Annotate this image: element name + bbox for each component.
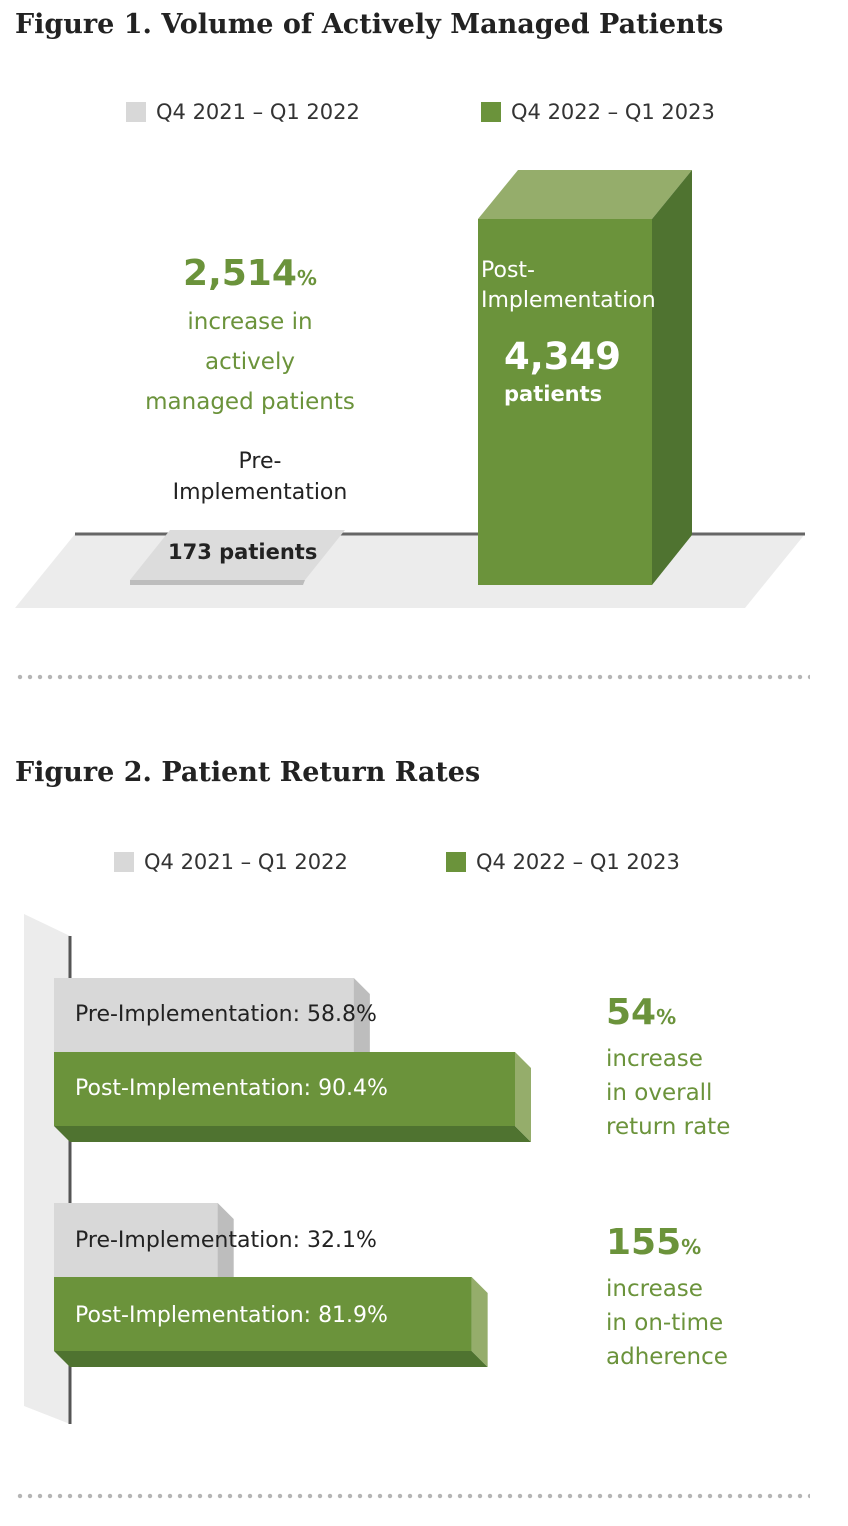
group2-callout-value: 155: [606, 1222, 682, 1263]
pre-label-line2: Implementation: [172, 480, 348, 505]
post-bar-value: 4,349 patients: [504, 334, 621, 408]
group1-callout: 54% increase in overall return rate: [606, 990, 730, 1144]
pre-bar-front: [130, 580, 305, 585]
group1-pre-label: Pre-Implementation: 58.8%: [75, 1002, 377, 1027]
group2-callout-unit: %: [681, 1235, 702, 1259]
pre-bar-top: [130, 530, 345, 580]
group2-callout-line2: in on-time: [606, 1310, 724, 1336]
post-bar-2: [54, 1277, 472, 1351]
post-label-line2: Implementation: [481, 288, 656, 313]
figure1-callout-line2: managed patients: [145, 389, 355, 415]
section-divider-1: [15, 674, 810, 680]
group1-callout-line2: in overall: [606, 1080, 713, 1106]
pre-bar-1: [54, 978, 354, 1054]
legend-swatch-pre: [126, 102, 146, 122]
figure1-callout-unit: %: [296, 266, 317, 290]
group1-post-label: Post-Implementation: 90.4%: [75, 1076, 388, 1101]
figure1-callout-line1: increase in actively: [187, 309, 313, 375]
post-bar-side: [652, 170, 692, 585]
post-bar-value-unit: patients: [504, 382, 603, 406]
legend-label-post: Q4 2022 – Q1 2023: [476, 850, 680, 874]
legend-label-pre: Q4 2021 – Q1 2022: [156, 100, 360, 124]
figure2-chart: [24, 914, 531, 1424]
figure1-callout-value: 2,514: [183, 253, 297, 294]
pre-bar-2: [54, 1203, 218, 1279]
section-divider-2: [15, 1493, 810, 1499]
group1-callout-unit: %: [656, 1005, 677, 1029]
post-bar-bottom-1: [54, 1126, 531, 1142]
figure1-floor: [15, 534, 805, 608]
post-bar-front: [478, 219, 652, 585]
group1-callout-value: 54: [606, 992, 657, 1033]
post-bar-top: [478, 170, 692, 219]
group2-callout-line1: increase: [606, 1276, 703, 1302]
group2-callout: 155% increase in on-time adherence: [606, 1220, 728, 1374]
legend-label-pre: Q4 2021 – Q1 2022: [144, 850, 348, 874]
group1-callout-line3: return rate: [606, 1114, 731, 1140]
post-implementation-label: Post- Implementation: [481, 256, 656, 316]
group2-callout-line3: adherence: [606, 1344, 728, 1370]
figure2-legend-pre: Q4 2021 – Q1 2022: [114, 850, 348, 874]
pre-bar-value: 173 patients: [168, 540, 318, 564]
figure1-title: Figure 1. Volume of Actively Managed Pat…: [15, 9, 724, 40]
post-bar-bottom-2: [54, 1351, 488, 1367]
pre-implementation-label: Pre- Implementation: [150, 446, 370, 508]
pre-label-line1: Pre-: [238, 449, 282, 474]
figure2-title: Figure 2. Patient Return Rates: [15, 757, 481, 788]
legend-swatch-post: [446, 852, 466, 872]
post-label-line1: Post-: [481, 258, 535, 283]
group2-post-label: Post-Implementation: 81.9%: [75, 1303, 388, 1328]
legend-swatch-pre: [114, 852, 134, 872]
post-bar-value-number: 4,349: [504, 335, 622, 378]
post-bar-1: [54, 1052, 515, 1126]
figure1-legend-pre: Q4 2021 – Q1 2022: [126, 100, 360, 124]
figure2-legend-post: Q4 2022 – Q1 2023: [446, 850, 680, 874]
post-bar-side-1: [515, 1052, 531, 1142]
legend-label-post: Q4 2022 – Q1 2023: [511, 100, 715, 124]
figure1-callout: 2,514% increase in actively managed pati…: [140, 252, 360, 422]
legend-swatch-post: [481, 102, 501, 122]
post-bar-side-2: [471, 1277, 488, 1367]
group1-callout-line1: increase: [606, 1046, 703, 1072]
figure1-chart: [15, 170, 805, 608]
group2-pre-label: Pre-Implementation: 32.1%: [75, 1228, 377, 1253]
figure1-legend-post: Q4 2022 – Q1 2023: [481, 100, 715, 124]
